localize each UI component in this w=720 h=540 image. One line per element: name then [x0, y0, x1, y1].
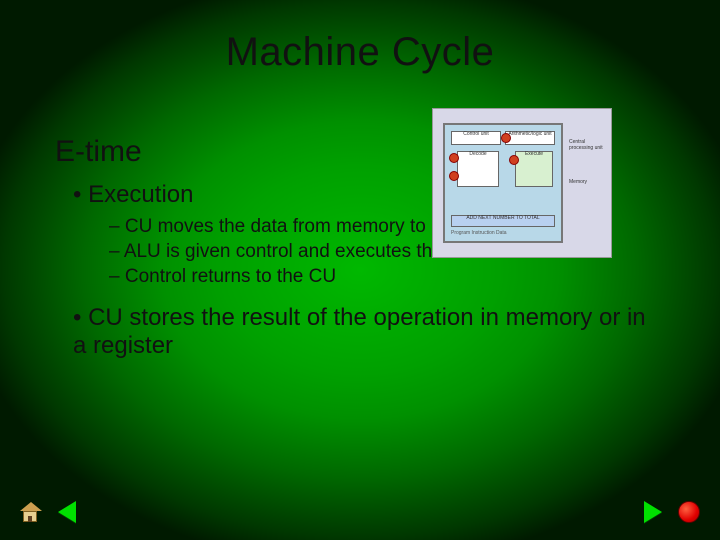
- diagram-alu-box: Arithmetic/logic unit: [505, 131, 555, 145]
- diagram-step-marker: [509, 155, 519, 165]
- home-icon: [20, 502, 42, 522]
- next-button[interactable]: [640, 500, 666, 524]
- page-title: Machine Cycle: [55, 30, 665, 75]
- home-button[interactable]: [18, 500, 44, 524]
- nav-right-group: [640, 500, 702, 524]
- cpu-diagram: Control unit Arithmetic/logic unit Decod…: [432, 108, 612, 258]
- diagram-register-box: Execute: [515, 151, 553, 187]
- slide: Machine Cycle Control unit Arithmetic/lo…: [0, 0, 720, 540]
- sub-bullet: Control returns to the CU: [109, 265, 665, 289]
- nav-left-group: [18, 500, 80, 524]
- cpu-diagram-inner: Control unit Arithmetic/logic unit Decod…: [443, 123, 563, 243]
- bullet-store-result: CU stores the result of the operation in…: [73, 304, 665, 360]
- stop-icon: [678, 501, 700, 523]
- back-button[interactable]: [54, 500, 80, 524]
- stop-button[interactable]: [676, 500, 702, 524]
- arrow-left-icon: [58, 501, 76, 523]
- diagram-step-marker: [449, 171, 459, 181]
- diagram-side-memory: Memory: [569, 179, 607, 185]
- diagram-step-marker: [501, 133, 511, 143]
- diagram-side-cpu: Central processing unit: [569, 139, 607, 151]
- diagram-bottom-labels: Program Instruction Data: [451, 230, 555, 238]
- diagram-decode-box: Decode: [457, 151, 499, 187]
- diagram-step-marker: [449, 153, 459, 163]
- diagram-cu-box: Control unit: [451, 131, 501, 145]
- arrow-right-icon: [644, 501, 662, 523]
- diagram-instruction-bar: ADD NEXT NUMBER TO TOTAL: [451, 215, 555, 227]
- diagram-side-labels: Central processing unit Memory: [569, 139, 607, 213]
